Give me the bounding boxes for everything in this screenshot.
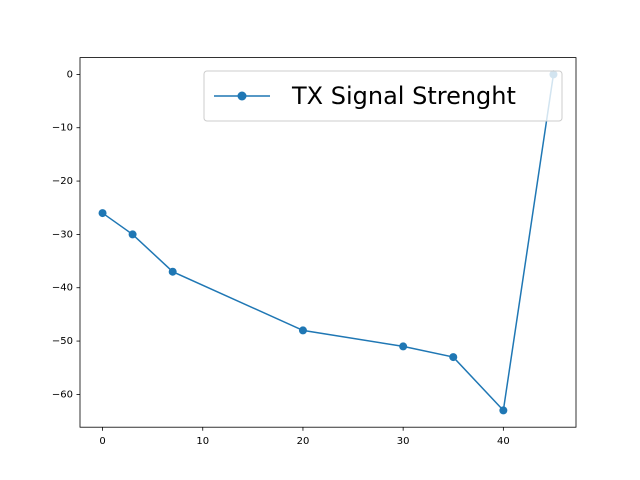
y-tick-label: −10 <box>52 123 73 134</box>
y-tick-label: −30 <box>52 229 73 240</box>
point <box>168 267 177 276</box>
y-tick-label: −50 <box>52 336 73 347</box>
point <box>298 326 307 335</box>
y-tick-label: −60 <box>52 389 73 400</box>
legend-box <box>203 70 563 122</box>
x-tick-label: 10 <box>196 436 209 447</box>
x-tick-label: 20 <box>297 436 310 447</box>
x-tick-label: 0 <box>99 436 105 447</box>
y-tick-label: −40 <box>52 283 73 294</box>
point <box>98 209 107 218</box>
line <box>102 74 555 413</box>
plot-frame <box>79 57 577 428</box>
y-tick-label: 0 <box>67 69 73 80</box>
point <box>128 230 137 239</box>
legend-marker <box>237 91 247 101</box>
point <box>499 406 508 415</box>
y-tick-label: −20 <box>52 176 73 187</box>
x-tick-label: 30 <box>397 436 410 447</box>
x-tick-label: 40 <box>497 436 510 447</box>
legend-label: TX Signal Strenght <box>291 82 516 110</box>
point <box>449 353 458 362</box>
point <box>399 342 408 351</box>
